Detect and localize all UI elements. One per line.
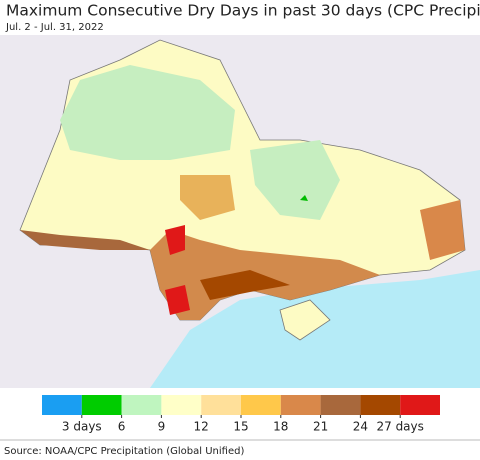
legend-tick-label: 27 days — [376, 420, 423, 434]
legend-swatch — [280, 395, 321, 415]
legend-tick-label: 3 days — [62, 420, 102, 434]
title: Maximum Consecutive Dry Days in past 30 … — [6, 2, 480, 20]
legend-tick-label: 21 — [313, 420, 328, 434]
map — [0, 35, 480, 388]
legend-tick-label: 9 — [158, 420, 166, 434]
legend-tick-label: 18 — [273, 420, 288, 434]
legend-tick-label: 12 — [194, 420, 209, 434]
legend-swatch — [121, 395, 162, 415]
legend-tick-label: 15 — [233, 420, 248, 434]
legend-swatch — [161, 395, 202, 415]
legend-swatch — [42, 395, 82, 415]
legend-swatch — [400, 395, 440, 415]
legend-tick-label: 24 — [353, 420, 368, 434]
source: Source: NOAA/CPC Precipitation (Global U… — [4, 446, 244, 457]
legend-swatch — [81, 395, 122, 415]
legend-swatch — [320, 395, 361, 415]
legend: 3 days 6 9 12 15 18 21 24 27 days — [42, 395, 440, 434]
legend-swatch — [360, 395, 401, 415]
subtitle: Jul. 2 - Jul. 31, 2022 — [5, 22, 104, 33]
legend-swatch — [201, 395, 241, 415]
legend-tick-label: 6 — [118, 420, 126, 434]
legend-swatch — [241, 395, 281, 415]
